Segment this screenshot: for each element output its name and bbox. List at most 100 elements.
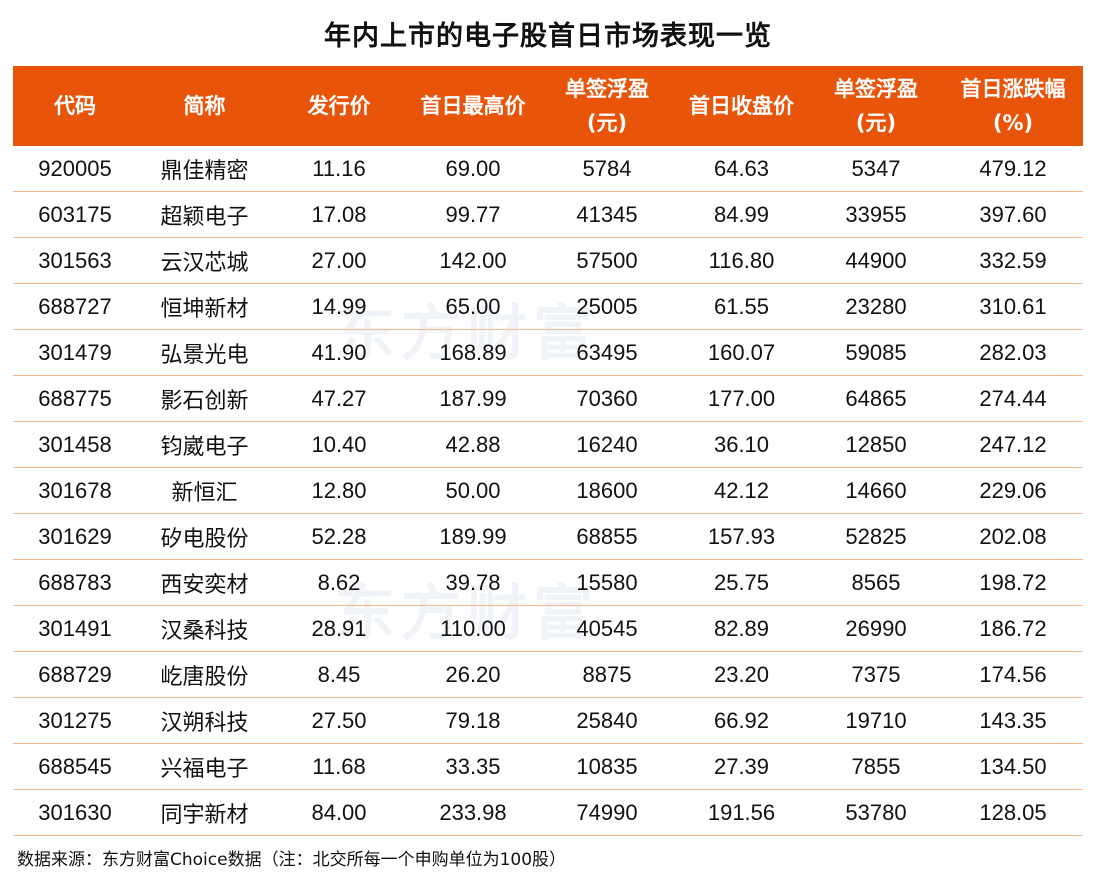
cell-float-profit-close: 5347	[809, 146, 943, 192]
cell-first-day-high: 187.99	[406, 375, 540, 422]
cell-float-profit-close: 14660	[809, 467, 943, 514]
cell-float-profit-close: 23280	[809, 283, 943, 330]
cell-code: 301479	[13, 329, 137, 376]
column-header-text: 单签浮盈	[565, 77, 649, 101]
table-row: 688727 恒坤新材 14.99 65.00 25005 61.55 23280 310.6…	[13, 283, 1083, 330]
cell-float-profit-close: 33955	[809, 191, 943, 238]
cell-first-day-high: 79.18	[406, 697, 540, 744]
cell-first-day-change: 198.72	[943, 559, 1083, 606]
column-header-name: 简称	[137, 66, 272, 146]
cell-name: 新恒汇	[137, 467, 272, 514]
cell-code: 301630	[13, 789, 137, 836]
cell-first-day-high: 50.00	[406, 467, 540, 514]
cell-float-profit-high: 57500	[540, 237, 674, 284]
cell-first-day-close: 61.55	[674, 283, 809, 330]
cell-first-day-close: 23.20	[674, 651, 809, 698]
table-header: 代码 简称 发行价 首日最高价 单签浮盈 (元) 首日收盘价 单签浮盈 (元) 首日涨跌幅 (%)	[13, 66, 1083, 146]
cell-first-day-high: 69.00	[406, 146, 540, 192]
cell-first-day-change: 143.35	[943, 697, 1083, 744]
cell-float-profit-high: 15580	[540, 559, 674, 606]
cell-first-day-close: 66.92	[674, 697, 809, 744]
cell-first-day-close: 82.89	[674, 605, 809, 652]
column-header-code: 代码	[13, 66, 137, 146]
column-header-first-day-high: 首日最高价	[406, 66, 540, 146]
cell-issue-price: 11.68	[272, 743, 406, 790]
cell-float-profit-high: 10835	[540, 743, 674, 790]
cell-first-day-change: 282.03	[943, 329, 1083, 376]
cell-float-profit-close: 19710	[809, 697, 943, 744]
cell-name: 矽电股份	[137, 513, 272, 560]
column-header-text: 首日涨跌幅	[960, 77, 1066, 101]
cell-first-day-change: 128.05	[943, 789, 1083, 836]
cell-code: 301275	[13, 697, 137, 744]
cell-float-profit-close: 7855	[809, 743, 943, 790]
cell-first-day-high: 26.20	[406, 651, 540, 698]
cell-float-profit-high: 63495	[540, 329, 674, 376]
cell-first-day-close: 42.12	[674, 467, 809, 514]
cell-first-day-high: 42.88	[406, 421, 540, 468]
cell-float-profit-high: 70360	[540, 375, 674, 422]
cell-first-day-close: 36.10	[674, 421, 809, 468]
cell-name: 恒坤新材	[137, 283, 272, 330]
cell-name: 钧崴电子	[137, 421, 272, 468]
cell-first-day-change: 310.61	[943, 283, 1083, 330]
cell-first-day-change: 174.56	[943, 651, 1083, 698]
table-row: 301479 弘景光电 41.90 168.89 63495 160.07 59085 282…	[13, 329, 1083, 376]
cell-first-day-close: 160.07	[674, 329, 809, 376]
cell-issue-price: 84.00	[272, 789, 406, 836]
cell-first-day-high: 189.99	[406, 513, 540, 560]
cell-first-day-high: 110.00	[406, 605, 540, 652]
cell-first-day-high: 168.89	[406, 329, 540, 376]
source-note: 数据来源：东方财富Choice数据（注：北交所每一个申购单位为100股）	[17, 850, 567, 870]
column-header-text: 代码	[54, 94, 96, 118]
cell-first-day-change: 332.59	[943, 237, 1083, 284]
table-row: 688775 影石创新 47.27 187.99 70360 177.00 64865 274…	[13, 375, 1083, 422]
cell-first-day-high: 142.00	[406, 237, 540, 284]
cell-code: 301491	[13, 605, 137, 652]
cell-first-day-close: 64.63	[674, 146, 809, 192]
cell-name: 同宇新材	[137, 789, 272, 836]
column-header-first-day-close: 首日收盘价	[674, 66, 809, 146]
cell-issue-price: 27.50	[272, 697, 406, 744]
cell-code: 301629	[13, 513, 137, 560]
cell-first-day-close: 191.56	[674, 789, 809, 836]
cell-float-profit-close: 44900	[809, 237, 943, 284]
cell-float-profit-close: 7375	[809, 651, 943, 698]
cell-name: 鼎佳精密	[137, 146, 272, 192]
cell-first-day-high: 65.00	[406, 283, 540, 330]
cell-first-day-change: 202.08	[943, 513, 1083, 560]
cell-float-profit-high: 74990	[540, 789, 674, 836]
cell-float-profit-high: 5784	[540, 146, 674, 192]
cell-issue-price: 8.45	[272, 651, 406, 698]
table-row: 920005 鼎佳精密 11.16 69.00 5784 64.63 5347 479.12	[13, 146, 1083, 192]
table-row: 301458 钧崴电子 10.40 42.88 16240 36.10 12850 247.1…	[13, 421, 1083, 468]
cell-float-profit-high: 25005	[540, 283, 674, 330]
cell-first-day-close: 84.99	[674, 191, 809, 238]
cell-issue-price: 14.99	[272, 283, 406, 330]
column-header-issue-price: 发行价	[272, 66, 406, 146]
cell-issue-price: 52.28	[272, 513, 406, 560]
column-header-unit: (元)	[586, 111, 628, 135]
cell-code: 688783	[13, 559, 137, 606]
cell-name: 云汉芯城	[137, 237, 272, 284]
cell-first-day-change: 479.12	[943, 146, 1083, 192]
cell-name: 汉桑科技	[137, 605, 272, 652]
cell-float-profit-close: 52825	[809, 513, 943, 560]
cell-first-day-change: 229.06	[943, 467, 1083, 514]
column-header-first-day-change: 首日涨跌幅 (%)	[943, 66, 1083, 146]
cell-issue-price: 12.80	[272, 467, 406, 514]
cell-issue-price: 11.16	[272, 146, 406, 192]
cell-float-profit-high: 40545	[540, 605, 674, 652]
cell-float-profit-close: 59085	[809, 329, 943, 376]
cell-code: 688727	[13, 283, 137, 330]
table-row: 301630 同宇新材 84.00 233.98 74990 191.56 53780 128…	[13, 789, 1083, 836]
cell-name: 影石创新	[137, 375, 272, 422]
cell-code: 688545	[13, 743, 137, 790]
cell-first-day-high: 39.78	[406, 559, 540, 606]
column-header-text: 首日最高价	[420, 94, 526, 118]
table-row: 301491 汉桑科技 28.91 110.00 40545 82.89 26990 186.…	[13, 605, 1083, 652]
table-row: 301678 新恒汇 12.80 50.00 18600 42.12 14660 229.06	[13, 467, 1083, 514]
cell-issue-price: 27.00	[272, 237, 406, 284]
cell-float-profit-close: 12850	[809, 421, 943, 468]
cell-name: 西安奕材	[137, 559, 272, 606]
